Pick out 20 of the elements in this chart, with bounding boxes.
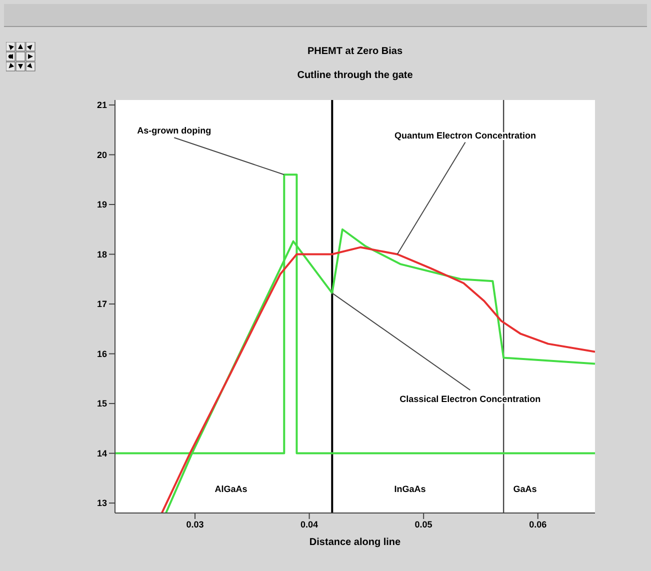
y-tick-label: 16: [96, 348, 107, 359]
chart-title: PHEMT at Zero Bias: [306, 46, 404, 57]
x-tick-label: 0.04: [300, 519, 318, 530]
annotation: AlGaAs: [214, 484, 248, 494]
y-tick-label: 20: [96, 150, 107, 160]
annotation: As-grown doping: [137, 126, 212, 136]
y-tick-label: 21: [96, 100, 107, 110]
x-tick-label: 0.05: [414, 519, 432, 530]
x-tick-label: 0.03: [186, 519, 204, 530]
chart-subtitle: Cutline through the gate: [296, 70, 414, 81]
x-tick-label: 0.06: [529, 519, 547, 530]
y-tick-label: 15: [96, 398, 107, 409]
y-tick-label: 19: [96, 200, 107, 210]
y-tick-label: 18: [96, 249, 107, 260]
x-axis-title: Distance along line: [309, 537, 401, 548]
annotation: GaAs: [513, 484, 537, 494]
y-tick-label: 14: [96, 448, 107, 458]
y-tick-label: 17: [96, 299, 107, 310]
y-tick-label: 13: [96, 498, 107, 508]
annotation: InGaAs: [394, 484, 426, 494]
